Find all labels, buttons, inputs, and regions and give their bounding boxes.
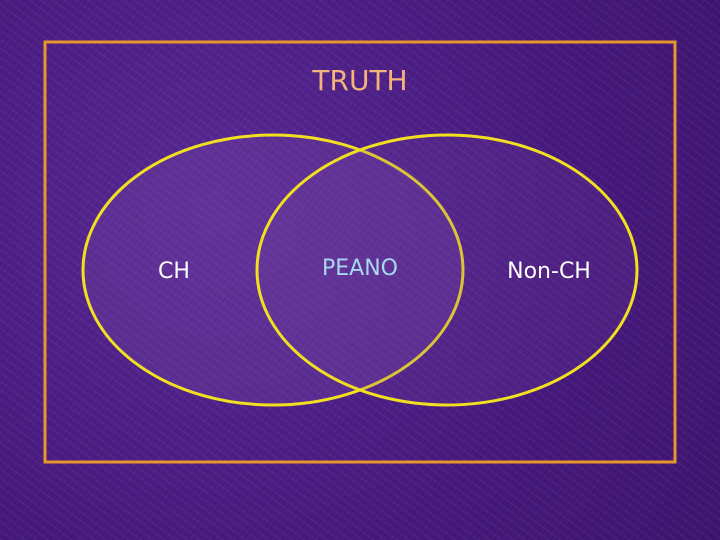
non-ch-label: Non-CH — [507, 259, 591, 284]
ch-set-ellipse — [81, 133, 465, 407]
diagram-title: TRUTH — [311, 64, 407, 97]
truth-frame — [43, 40, 677, 464]
non-ch-set-ellipse — [255, 133, 639, 407]
peano-label: PEANO — [322, 256, 398, 281]
ch-label: CH — [158, 259, 190, 284]
